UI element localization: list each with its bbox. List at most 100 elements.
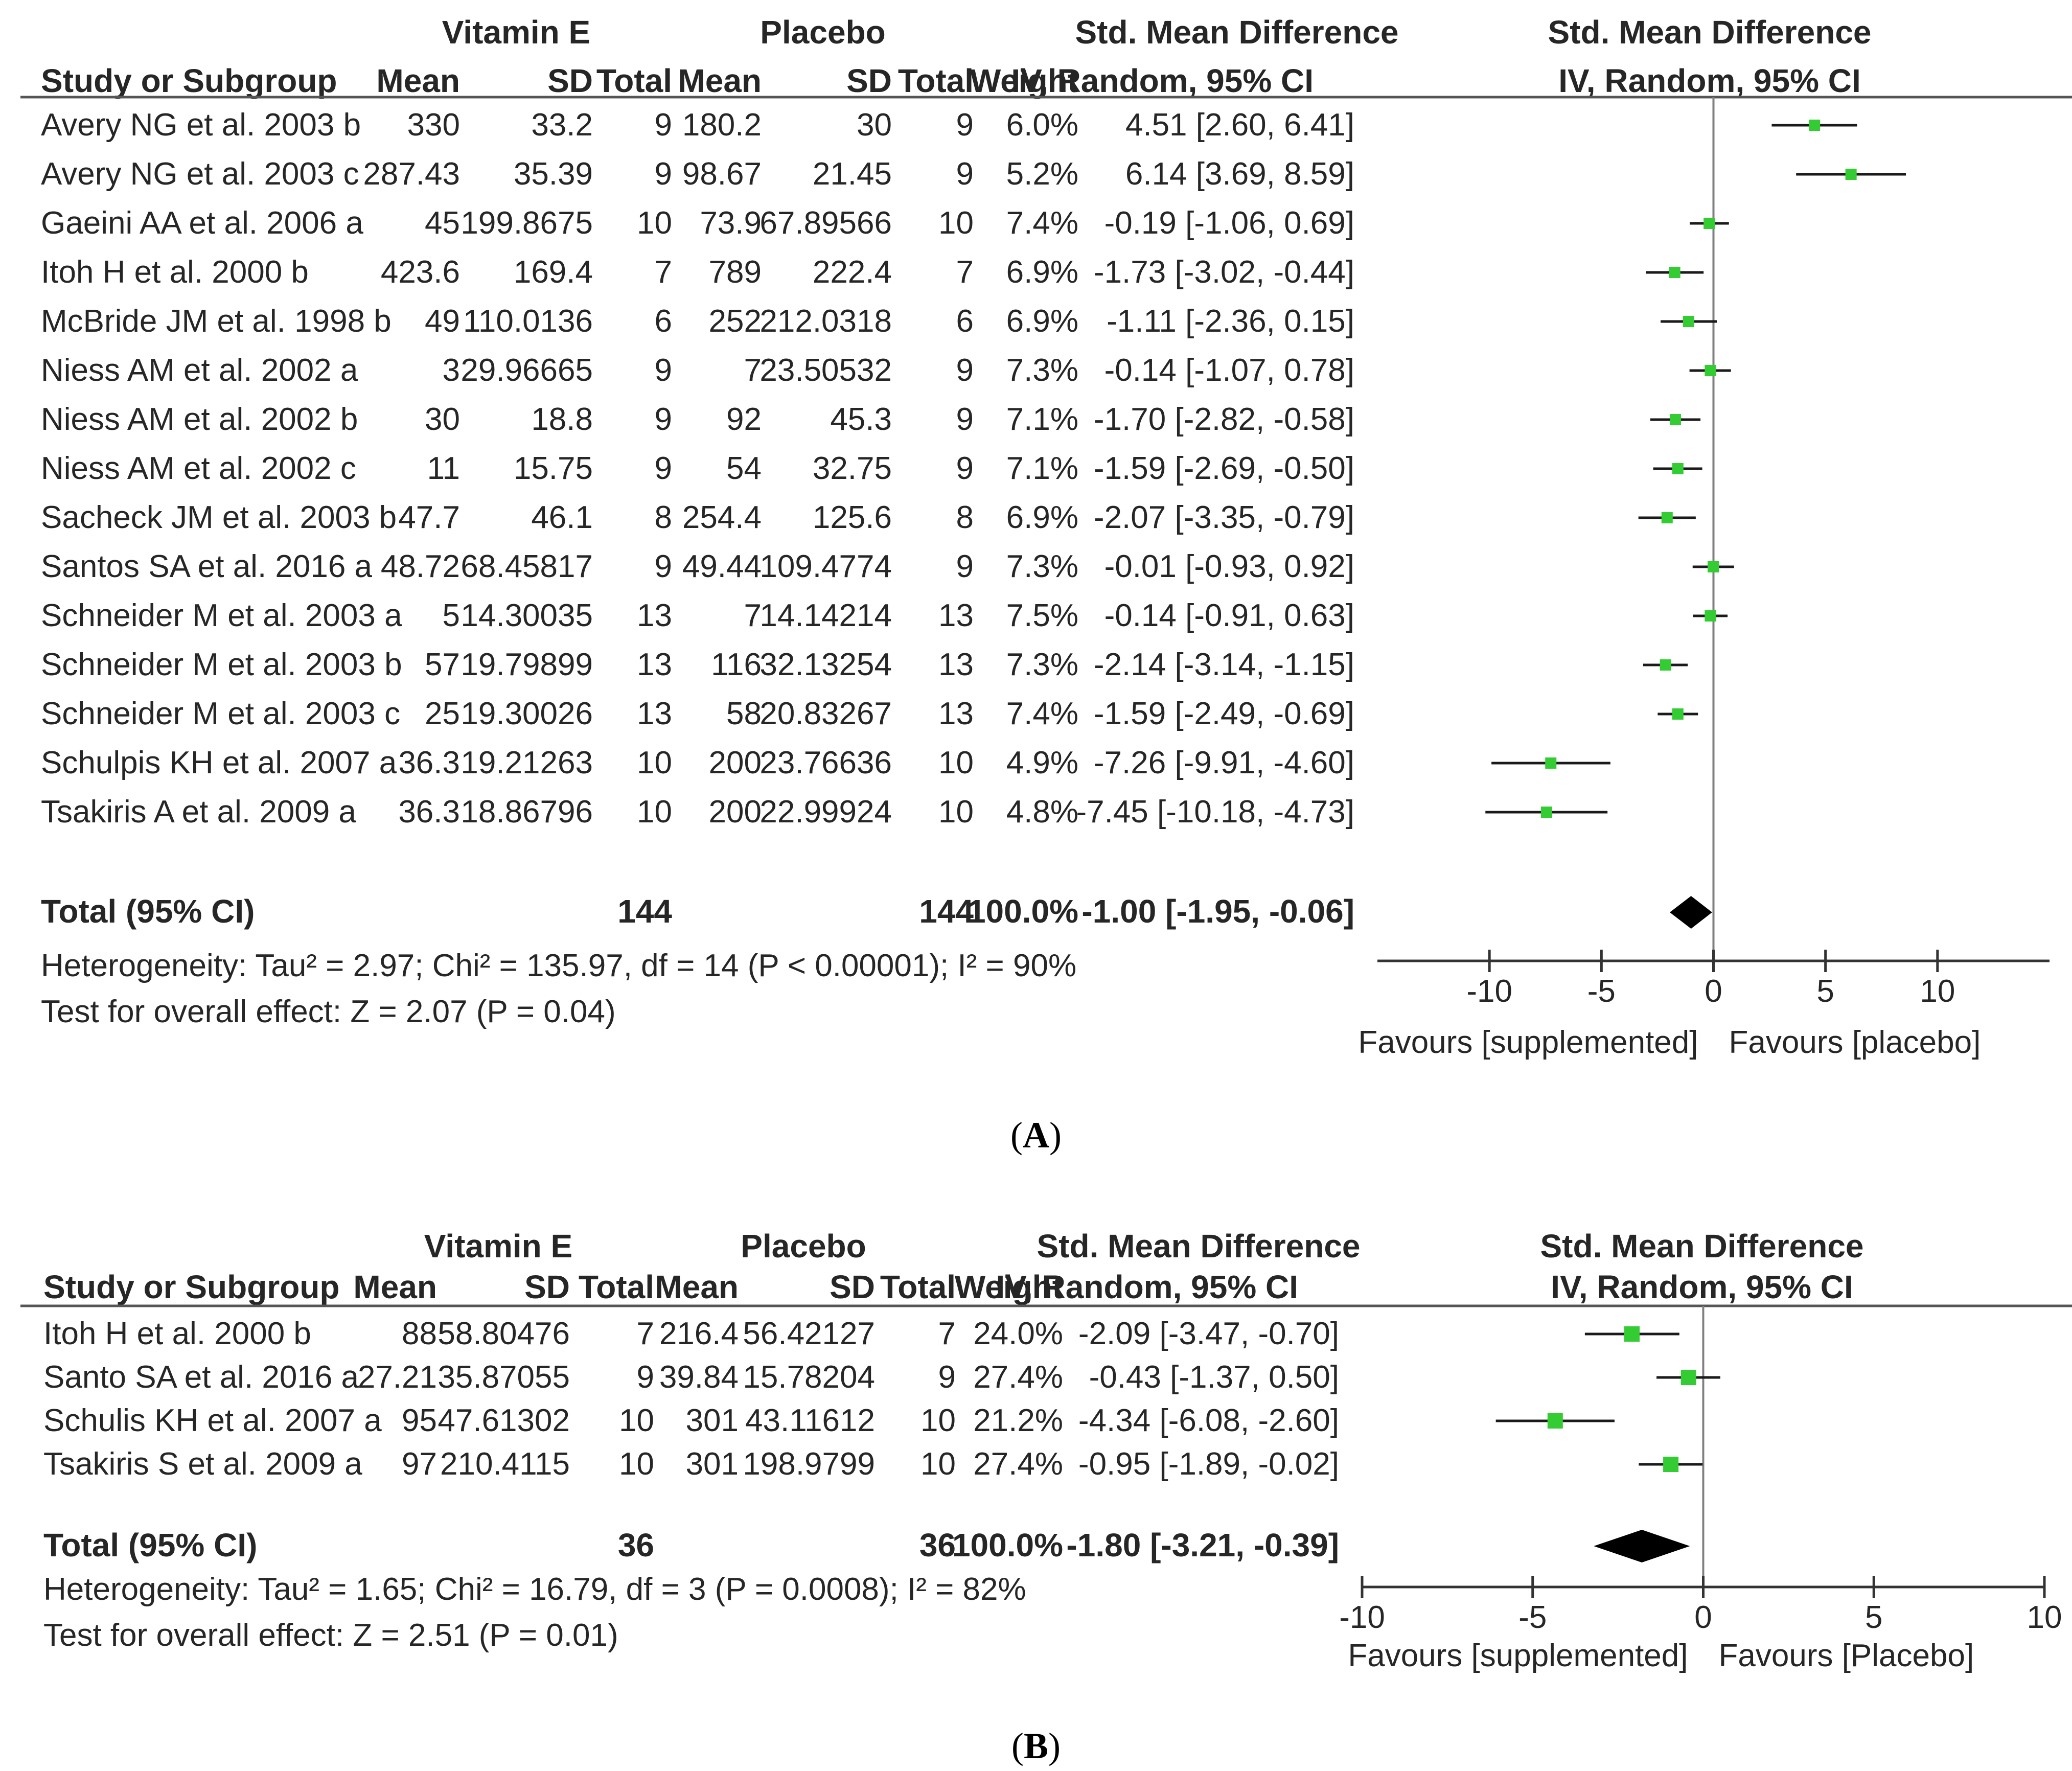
- study-weight: 7.4%: [1006, 696, 1078, 731]
- pooled-diamond: [1670, 896, 1712, 929]
- study-weight: 7.3%: [1006, 549, 1078, 584]
- total-label: Total (95% CI): [41, 893, 255, 930]
- vitamin-e-mean: 11: [427, 451, 460, 486]
- placebo-mean: 92: [726, 402, 762, 437]
- sd2-column-header: SD: [830, 1269, 875, 1305]
- placebo-mean: 54: [726, 451, 762, 486]
- study-smd-ci: -2.14 [-3.14, -1.15]: [1094, 647, 1354, 682]
- placebo-total: 9: [956, 451, 974, 486]
- placebo-mean: 39.84: [659, 1360, 739, 1395]
- vitamin-e-mean: 5: [443, 598, 460, 633]
- vitamin-e-mean: 97: [402, 1446, 437, 1482]
- vitamin-e-mean: 95: [402, 1403, 437, 1438]
- sd1-column-header: SD: [524, 1269, 570, 1305]
- placebo-sd: 22.99924: [759, 794, 892, 830]
- study-smd-ci: -7.45 [-10.18, -4.73]: [1076, 794, 1354, 830]
- study-name: Niess AM et al. 2002 c: [41, 451, 356, 486]
- vitamin-e-total: 13: [637, 598, 672, 633]
- placebo-sd: 20.83267: [759, 696, 892, 731]
- study-smd-ci: 4.51 [2.60, 6.41]: [1125, 107, 1354, 143]
- mean1-column-header: Mean: [376, 62, 460, 99]
- x-tick-label: -10: [1339, 1600, 1385, 1635]
- placebo-sd: 32.75: [813, 451, 892, 486]
- effect-square: [1624, 1326, 1640, 1342]
- study-name: Gaeini AA et al. 2006 a: [41, 205, 363, 241]
- study-smd-ci: -0.14 [-0.91, 0.63]: [1104, 598, 1354, 633]
- study-weight: 7.1%: [1006, 402, 1078, 437]
- x-tick-label: 0: [1705, 974, 1722, 1009]
- effect-square: [1680, 1370, 1696, 1385]
- study-name: McBride JM et al. 1998 b: [41, 304, 392, 339]
- study-name: Schulpis KH et al. 2007 a: [41, 745, 397, 780]
- placebo-total: 13: [938, 647, 974, 682]
- vitamin-e-total: 9: [655, 451, 672, 486]
- study-smd-ci: -2.07 [-3.35, -0.79]: [1094, 500, 1354, 535]
- vitamin-e-mean: 25: [425, 696, 460, 731]
- vitamin-e-total: 9: [637, 1360, 654, 1395]
- placebo-sd: 43.11612: [745, 1403, 875, 1438]
- vitamin-e-mean: 330: [407, 107, 460, 143]
- pooled-diamond: [1594, 1530, 1690, 1562]
- placebo-sd: 23.50532: [759, 353, 892, 388]
- weight-column-header: Weight: [955, 1269, 1063, 1305]
- vitamin-e-sd: 15.75: [514, 451, 593, 486]
- vitamin-e-total: 9: [655, 549, 672, 584]
- study-name: Avery NG et al. 2003 b: [41, 107, 361, 143]
- x-tick-label: -5: [1587, 974, 1616, 1009]
- study-smd-ci: -0.19 [-1.06, 0.69]: [1104, 205, 1354, 241]
- placebo-mean: 7: [744, 598, 762, 633]
- placebo-mean: 98.67: [682, 156, 762, 192]
- vitamin-e-sd: 33.2: [531, 107, 593, 143]
- vitamin-e-mean: 27.21: [358, 1360, 437, 1395]
- effect-square: [1809, 120, 1821, 131]
- study-weight: 27.4%: [973, 1360, 1063, 1395]
- study-smd-ci: -4.34 [-6.08, -2.60]: [1078, 1403, 1339, 1438]
- placebo-sd: 15.78204: [743, 1360, 875, 1395]
- total-vitamin-e-n: 36: [618, 1527, 654, 1563]
- placebo-sd: 30: [857, 107, 892, 143]
- x-tick-label: -5: [1518, 1600, 1547, 1635]
- effect-square: [1672, 463, 1684, 474]
- vitamin-e-mean: 88: [402, 1316, 437, 1351]
- study-weight: 24.0%: [973, 1316, 1063, 1351]
- total2-column-header: Total: [880, 1269, 956, 1305]
- vitamin-e-sd: 110.0136: [463, 304, 593, 339]
- weight-column-header: Weight: [970, 62, 1078, 99]
- effect-square: [1540, 807, 1552, 818]
- smd-header: Std. Mean Difference: [1037, 1228, 1360, 1264]
- panel-letter: B: [1024, 1726, 1048, 1766]
- placebo-total: 10: [938, 745, 974, 780]
- effect-square: [1545, 757, 1557, 769]
- vitamin-e-total: 9: [655, 402, 672, 437]
- study-smd-ci: -0.14 [-1.07, 0.78]: [1104, 353, 1354, 388]
- favours-left-label: Favours [supplemented]: [1358, 1025, 1698, 1060]
- plot-method-header: IV, Random, 95% CI: [1558, 62, 1861, 99]
- study-weight: 27.4%: [973, 1446, 1063, 1482]
- placebo-total: 10: [920, 1403, 956, 1438]
- vitamin-e-mean: 287.43: [363, 156, 460, 192]
- placebo-total: 13: [938, 696, 974, 731]
- vitamin-e-mean: 36.3: [398, 794, 460, 830]
- ci-column-header: IV, Random, 95% CI: [996, 1269, 1298, 1305]
- placebo-mean: 789: [709, 255, 762, 290]
- plot-header: Std. Mean Difference: [1540, 1228, 1863, 1264]
- study-smd-ci: -1.73 [-3.02, -0.44]: [1094, 255, 1354, 290]
- study-weight: 7.3%: [1006, 353, 1078, 388]
- study-smd-ci: -0.43 [-1.37, 0.50]: [1089, 1360, 1339, 1395]
- effect-square: [1547, 1413, 1563, 1429]
- panel-caption: (A): [1010, 1115, 1062, 1156]
- placebo-mean: 200: [709, 794, 762, 830]
- study-name: Tsakiris A et al. 2009 a: [41, 794, 356, 830]
- favours-right-label: Favours [Placebo]: [1719, 1638, 1974, 1673]
- placebo-sd: 21.45: [813, 156, 892, 192]
- total-vitamin-e-n: 144: [617, 893, 672, 930]
- vitamin-e-total: 10: [637, 794, 672, 830]
- effect-square: [1705, 365, 1716, 376]
- vitamin-e-total: 13: [637, 647, 672, 682]
- study-name: Avery NG et al. 2003 c: [41, 156, 359, 192]
- placebo-header: Placebo: [760, 14, 885, 51]
- panel-letter: A: [1023, 1115, 1049, 1156]
- x-tick-label: 10: [2027, 1600, 2062, 1635]
- placebo-mean: 73.9: [700, 205, 762, 241]
- placebo-mean: 58: [726, 696, 762, 731]
